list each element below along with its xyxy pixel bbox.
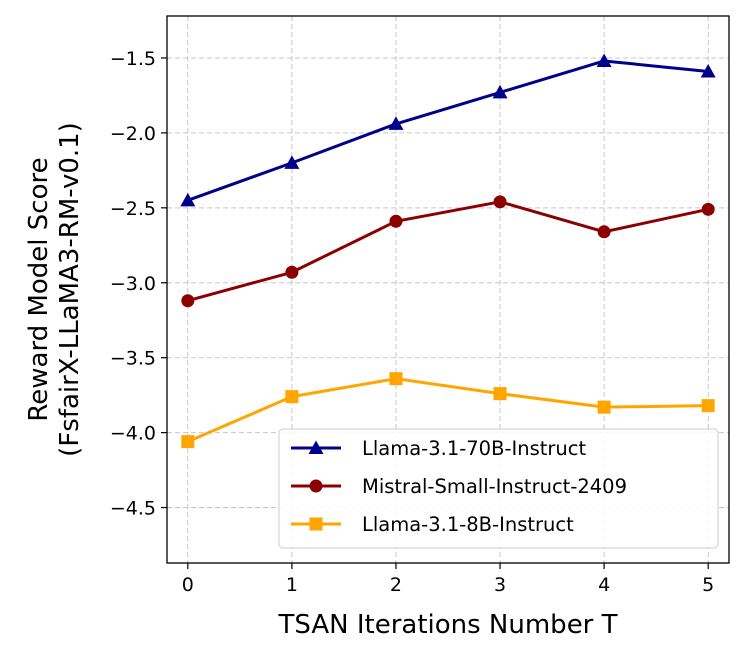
data-point	[284, 155, 300, 169]
legend-label: Mistral-Small-Instruct-2409	[362, 475, 627, 498]
data-point	[389, 214, 403, 228]
x-tick-label: 4	[598, 574, 610, 596]
ticks: 0 1 2 3 4 5 −4.5 −4.0 −3.5 −3.0 −2.5 −2.0 −1.5	[110, 48, 714, 596]
data-point	[389, 372, 403, 386]
data-point	[700, 63, 716, 78]
y-axis-title-line2: (FsfairX-LLaMA3-RM-v0.1)	[55, 122, 85, 457]
data-point	[597, 400, 611, 414]
legend-marker	[308, 440, 324, 454]
series-llama-3-1-70b-instruct	[180, 53, 716, 207]
x-tick-label: 5	[702, 574, 714, 596]
x-tick-label: 1	[286, 574, 298, 596]
y-tick-label: −2.0	[110, 123, 156, 145]
data-point	[493, 387, 507, 401]
data-point	[493, 195, 507, 209]
legend: Llama-3.1-70B-Instruct Mistral-Small-Inst…	[278, 428, 719, 549]
data-point	[181, 435, 195, 449]
legend-item: Llama-3.1-70B-Instruct	[291, 437, 586, 460]
legend-marker	[309, 479, 323, 493]
data-point	[388, 116, 404, 130]
legend-marker	[309, 517, 323, 531]
x-axis-title: TSAN Iterations Number T	[277, 610, 617, 640]
plot-area-frame	[166, 15, 730, 564]
legend-item: Mistral-Small-Instruct-2409	[291, 475, 627, 498]
legend-box	[278, 428, 719, 549]
series-line	[187, 377, 709, 443]
series-layer	[180, 53, 716, 449]
legend-label: Llama-3.1-8B-Instruct	[362, 513, 574, 536]
legend-item: Llama-3.1-8B-Instruct	[291, 513, 574, 536]
y-tick-label: −4.5	[110, 498, 156, 520]
data-point	[701, 202, 715, 216]
series-line	[187, 200, 709, 303]
data-point	[492, 84, 508, 99]
y-tick-label: −2.5	[110, 198, 156, 220]
data-point	[701, 399, 715, 413]
data-point	[285, 390, 299, 404]
y-tick-label: −1.5	[110, 48, 156, 70]
legend-label: Llama-3.1-70B-Instruct	[362, 437, 586, 460]
data-point	[180, 192, 196, 207]
data-point	[181, 294, 195, 308]
x-tick-label: 0	[182, 574, 194, 596]
data-point	[596, 53, 612, 67]
x-tick-label: 3	[494, 574, 506, 596]
y-tick-label: −4.0	[110, 423, 156, 445]
x-tick-label: 2	[390, 574, 402, 596]
series-llama-3-1-8b-instruct	[181, 372, 715, 449]
y-tick-label: −3.5	[110, 348, 156, 370]
data-point	[285, 265, 299, 279]
data-point	[597, 225, 611, 239]
series-mistral-small-instruct-2409	[181, 195, 715, 308]
y-axis-title-line1: Reward Model Score	[24, 157, 54, 421]
y-tick-label: −3.0	[110, 273, 156, 295]
series-line	[187, 59, 709, 202]
y-axis-title: Reward Model Score (FsfairX-LLaMA3-RM-v0…	[24, 122, 85, 457]
